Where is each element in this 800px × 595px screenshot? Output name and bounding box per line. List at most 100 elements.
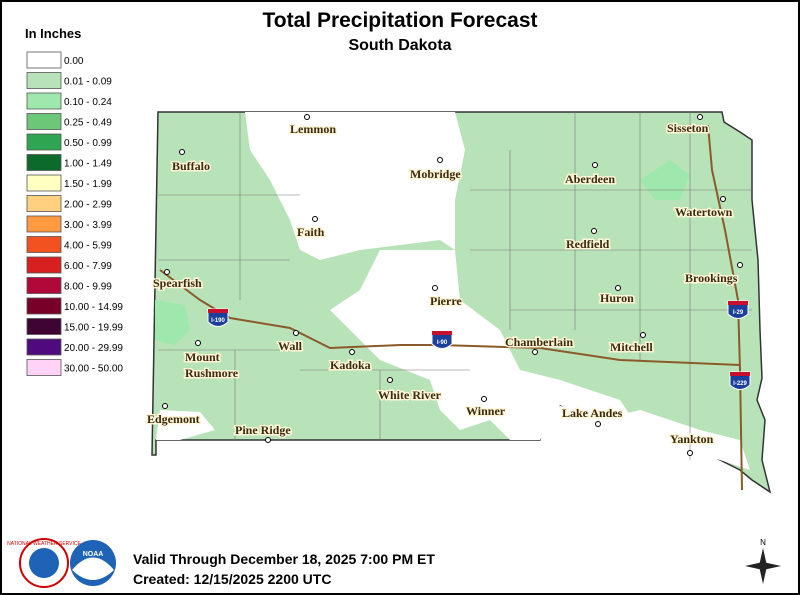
city-dot: [640, 332, 646, 338]
highway-shields: I-190 I-90 I-29 I-229: [207, 300, 751, 390]
city-label: Kadoka: [330, 358, 371, 372]
title: Total Precipitation Forecast: [263, 9, 538, 32]
legend-label: 6.00 - 7.99: [64, 261, 112, 272]
legend-label: 4.00 - 5.99: [64, 241, 112, 252]
city-label: Yankton: [670, 432, 714, 446]
legend-label: 3.00 - 3.99: [64, 220, 112, 231]
city-label: Sisseton: [667, 121, 709, 135]
highway-label: I-190: [211, 318, 225, 324]
highway-label: I-90: [437, 340, 448, 346]
legend-swatch: [26, 154, 62, 171]
shield-top: [208, 309, 228, 313]
city-label: Aberdeen: [565, 172, 615, 186]
legend-label: 30.00 - 50.00: [64, 364, 123, 375]
legend-label: 1.50 - 1.99: [64, 179, 112, 190]
legend-swatch: [26, 359, 62, 376]
city-dot: [615, 285, 621, 291]
city-dot: [293, 330, 299, 336]
legend-swatch: [26, 174, 62, 192]
shield-top: [730, 372, 750, 376]
city-dot: [162, 403, 168, 409]
city-label: Mitchell: [610, 340, 653, 354]
compass-label: N: [760, 538, 766, 547]
legend-swatch: [26, 133, 62, 151]
legend-title: In Inches: [25, 26, 81, 41]
city-label: Huron: [600, 291, 634, 305]
city-dot: [697, 114, 703, 120]
created-time: Created: 12/15/2025 2200 UTC: [133, 571, 331, 587]
city-dot: [432, 285, 438, 291]
city-dot: [592, 162, 598, 168]
city-label: White River: [378, 388, 442, 402]
city-label: Buffalo: [172, 159, 210, 173]
legend-swatch: [26, 113, 62, 130]
no-precip-area: [156, 410, 215, 440]
legend-label: 0.25 - 0.49: [64, 118, 112, 129]
city-label: Mobridge: [410, 167, 461, 181]
shield: [729, 371, 751, 390]
map: [151, 111, 772, 494]
nws-logo: NATIONAL WEATHER SERVICE: [7, 538, 82, 588]
legend-label: 8.00 - 9.99: [64, 282, 112, 293]
city-label: Spearfish: [153, 276, 202, 290]
city-label: Faith: [297, 225, 325, 239]
county-lines: [158, 112, 752, 460]
city-dot: [481, 396, 487, 402]
city-label: Pine Ridge: [235, 423, 291, 437]
city-label: Chamberlain: [505, 335, 573, 349]
city-dot: [179, 149, 185, 155]
legend-label: 1.00 - 1.49: [64, 159, 112, 170]
legend-label: 20.00 - 29.99: [64, 343, 123, 354]
legend-swatch: [26, 297, 62, 315]
subtitle: South Dakota: [348, 37, 451, 54]
city-dot: [437, 157, 443, 163]
city-dot: [687, 450, 693, 456]
city-label: Redfield: [566, 237, 610, 251]
city-dot: [195, 340, 201, 346]
legend-swatch: [26, 195, 62, 212]
city-dot: [387, 377, 393, 383]
city-label: Lake Andes: [562, 406, 623, 420]
legend-label: 15.00 - 19.99: [64, 323, 123, 334]
legend-swatch: [26, 338, 62, 356]
no-precip-area: [330, 250, 640, 440]
legend: 0.00 0.01 - 0.09 0.10 - 0.24 0.25 - 0.49 0.5…: [26, 51, 123, 376]
city-dot: [265, 437, 271, 443]
legend-label: 2.00 - 2.99: [64, 200, 112, 211]
no-precip-area: [600, 410, 750, 470]
city-dot: [532, 349, 538, 355]
highway-label: I-229: [733, 381, 747, 387]
precip-area: [155, 300, 190, 345]
city-dot: [164, 269, 170, 275]
city-dot: [737, 262, 743, 268]
city-label: Winner: [466, 404, 506, 418]
city-label: Brookings: [685, 271, 738, 285]
city-dot: [720, 196, 726, 202]
legend-swatch: [26, 256, 62, 274]
highway-label: I-29: [733, 310, 744, 316]
city-label: Rushmore: [185, 366, 239, 380]
legend-swatch: [26, 236, 62, 253]
city-dot: [349, 349, 355, 355]
city-dot: [304, 114, 310, 120]
no-precip-area: [245, 112, 465, 260]
shield: [431, 330, 453, 349]
legend-swatch: [26, 72, 62, 89]
city-label: Pierre: [430, 294, 462, 308]
legend-label: 0.00: [64, 56, 84, 67]
noaa-logo: NOAA: [70, 540, 116, 586]
shield: [727, 300, 749, 319]
shield-top: [432, 331, 452, 335]
city-dot: [312, 216, 318, 222]
legend-swatch: [26, 318, 62, 335]
shield: [207, 308, 229, 327]
shield-top: [728, 301, 748, 305]
legend-swatch: [26, 92, 62, 110]
valid-time: Valid Through December 18, 2025 7:00 PM …: [133, 551, 435, 567]
city-label: Watertown: [675, 205, 733, 219]
legend-label: 10.00 - 14.99: [64, 302, 123, 313]
logo-text: NOAA: [83, 551, 104, 558]
city-dot: [595, 421, 601, 427]
legend-label: 0.10 - 0.24: [64, 97, 112, 108]
